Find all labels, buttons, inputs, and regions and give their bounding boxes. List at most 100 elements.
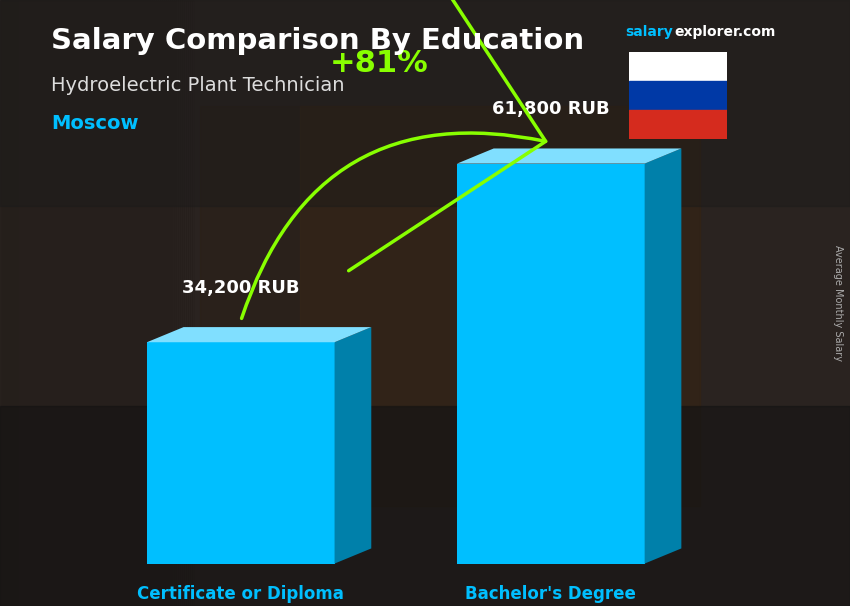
Bar [68, 0, 70, 606]
Bar [10, 0, 12, 606]
Bar [28, 0, 30, 606]
Bar [176, 0, 178, 606]
Bar [156, 0, 158, 606]
Bar [66, 0, 68, 606]
Bar [94, 0, 96, 606]
Text: explorer.com: explorer.com [674, 25, 775, 39]
Bar [30, 0, 32, 606]
Bar [158, 0, 160, 606]
Bar [166, 0, 168, 606]
Bar [140, 0, 142, 606]
Bar [38, 0, 40, 606]
Bar [152, 0, 154, 606]
Polygon shape [147, 327, 371, 342]
Bar [0, 0, 850, 206]
Bar [116, 0, 118, 606]
Bar [170, 0, 172, 606]
Bar [168, 0, 170, 606]
Bar [122, 0, 124, 606]
Bar [174, 0, 176, 606]
Bar [160, 0, 162, 606]
Bar [20, 0, 22, 606]
Bar [90, 0, 92, 606]
Bar [110, 0, 112, 606]
Bar [132, 0, 134, 606]
Bar [200, 106, 700, 506]
Bar [24, 0, 26, 606]
Bar [128, 0, 130, 606]
Text: salary: salary [625, 25, 672, 39]
Bar [300, 106, 700, 406]
Bar [32, 0, 34, 606]
Bar [629, 110, 727, 139]
Bar [58, 0, 60, 606]
Bar [136, 0, 138, 606]
Bar [48, 0, 50, 606]
Bar [106, 0, 108, 606]
Bar [130, 0, 132, 606]
Bar [154, 0, 156, 606]
Bar [104, 0, 106, 606]
FancyArrowPatch shape [241, 0, 546, 318]
Bar [46, 0, 48, 606]
Bar [14, 0, 16, 606]
Bar [126, 0, 128, 606]
Bar [84, 0, 86, 606]
Bar [62, 0, 64, 606]
Bar [4, 0, 6, 606]
Bar [42, 0, 44, 606]
Bar [172, 0, 174, 606]
Text: 61,800 RUB: 61,800 RUB [492, 100, 609, 118]
Bar [70, 0, 72, 606]
Text: Bachelor's Degree: Bachelor's Degree [465, 585, 637, 603]
Polygon shape [457, 148, 682, 164]
Bar [180, 0, 182, 606]
Bar [50, 0, 52, 606]
Bar [40, 0, 42, 606]
Text: 34,200 RUB: 34,200 RUB [182, 279, 299, 297]
Bar [88, 0, 90, 606]
Bar [102, 0, 104, 606]
Bar [114, 0, 116, 606]
Text: Average Monthly Salary: Average Monthly Salary [833, 245, 843, 361]
Bar [22, 0, 24, 606]
Bar [82, 0, 84, 606]
Text: Certificate or Diploma: Certificate or Diploma [138, 585, 344, 603]
Bar [188, 0, 190, 606]
Bar [142, 0, 144, 606]
Bar [112, 0, 114, 606]
Bar [124, 0, 126, 606]
Bar [8, 0, 10, 606]
Bar [182, 0, 184, 606]
Bar [60, 0, 62, 606]
Text: Hydroelectric Plant Technician: Hydroelectric Plant Technician [51, 76, 344, 95]
Polygon shape [457, 164, 644, 564]
Bar [629, 52, 727, 81]
Bar [120, 0, 122, 606]
Bar [6, 0, 8, 606]
Bar [26, 0, 28, 606]
Bar [194, 0, 196, 606]
Bar [196, 0, 198, 606]
Polygon shape [147, 342, 335, 564]
Bar [12, 0, 14, 606]
Bar [100, 0, 102, 606]
Bar [138, 0, 140, 606]
Polygon shape [335, 327, 371, 564]
Text: Moscow: Moscow [51, 114, 139, 133]
Bar [2, 0, 4, 606]
Bar [118, 0, 120, 606]
Text: +81%: +81% [330, 49, 428, 78]
Bar [78, 0, 80, 606]
Bar [80, 0, 82, 606]
Bar [74, 0, 76, 606]
Bar [86, 0, 88, 606]
Bar [0, 406, 850, 606]
Bar [44, 0, 46, 606]
Bar [96, 0, 98, 606]
Bar [150, 0, 152, 606]
Bar [162, 0, 164, 606]
Bar [178, 0, 180, 606]
Bar [0, 0, 2, 606]
Bar [186, 0, 188, 606]
